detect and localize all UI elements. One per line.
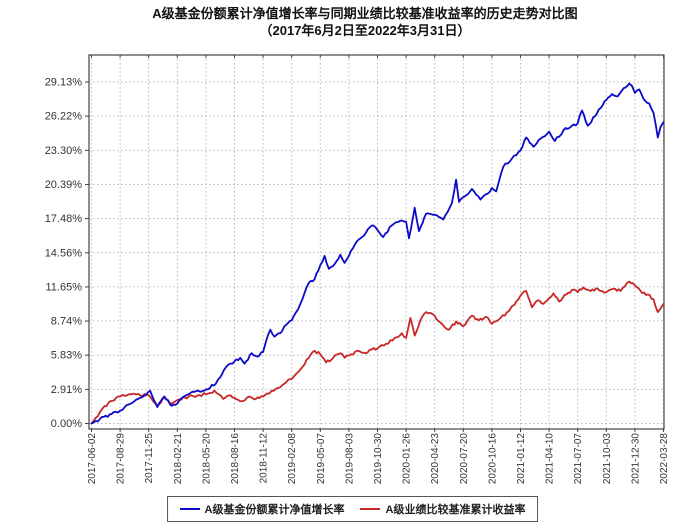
- y-axis-labels: 0.00% 2.91% 5.83% 8.74% 11.65% 14.56% 17.48% 20…: [45, 77, 83, 431]
- y-tick-label: 5.83%: [51, 350, 82, 362]
- x-tick-label: 2021-01-12: [516, 433, 527, 485]
- y-tick-label: 29.13%: [45, 77, 83, 89]
- x-tick-label: 2020-04-23: [430, 433, 441, 485]
- y-tick-label: 11.65%: [46, 281, 83, 293]
- chart-title: A级基金份额累计净值增长率与同期业绩比较基准收益率的历史走势对比图 （2017年…: [36, 6, 689, 40]
- y-tick-label: 20.39%: [45, 179, 83, 191]
- x-axis-labels: 2017-06-02 2017-08-29 2017-11-25 2018-02-21…: [87, 433, 670, 485]
- x-tick-label: 2022-03-28: [659, 433, 670, 485]
- plot-border: [88, 54, 665, 430]
- x-tick-label: 2021-12-30: [630, 433, 641, 485]
- y-tick-label: 17.48%: [45, 213, 83, 225]
- fund-line-swatch-icon: [179, 508, 200, 510]
- x-tick-label: 2019-10-30: [373, 433, 384, 485]
- legend-label-benchmark: A级业绩比较基准累计收益率: [385, 504, 526, 516]
- x-tick-label: 2021-07-07: [573, 433, 584, 485]
- x-tick-label: 2017-08-29: [116, 433, 127, 485]
- x-tick-label: 2018-08-16: [230, 433, 241, 485]
- series-line-fund: [90, 82, 665, 425]
- benchmark-line-swatch-icon: [360, 508, 381, 510]
- x-tick-label: 2019-02-08: [287, 433, 298, 485]
- chart-legend: A级基金份额累计净值增长率 A级业绩比较基准累计收益率: [166, 496, 539, 522]
- y-tick-label: 2.91%: [51, 384, 82, 396]
- legend-item-benchmark: A级业绩比较基准累计收益率: [360, 501, 526, 517]
- axis-ticks: [85, 55, 664, 432]
- x-tick-label: 2021-10-03: [602, 433, 613, 485]
- x-tick-label: 2017-06-02: [87, 433, 98, 485]
- grid-lines: [89, 55, 664, 429]
- y-tick-label: 14.56%: [45, 247, 83, 259]
- x-tick-label: 2018-11-12: [259, 433, 270, 484]
- y-tick-label: 8.74%: [51, 316, 82, 328]
- series-line-benchmark: [90, 280, 665, 425]
- chart-title-line1: A级基金份额累计净值增长率与同期业绩比较基准收益率的历史走势对比图: [152, 6, 578, 21]
- y-tick-label: 23.30%: [45, 145, 83, 157]
- x-tick-label: 2020-01-26: [402, 433, 413, 485]
- chart-title-line2: （2017年6月2日至2022年3月31日）: [259, 22, 471, 38]
- legend-item-fund: A级基金份额累计净值增长率: [179, 501, 345, 517]
- x-tick-label: 2020-10-16: [487, 433, 498, 485]
- x-tick-label: 2019-05-07: [316, 433, 327, 485]
- x-tick-label: 2018-05-20: [201, 433, 212, 485]
- legend-label-fund: A级基金份额累计净值增长率: [204, 504, 345, 516]
- x-tick-label: 2019-08-03: [344, 433, 355, 485]
- x-tick-label: 2017-11-25: [144, 433, 155, 484]
- x-tick-label: 2020-07-20: [459, 433, 470, 485]
- y-tick-label: 0.00%: [51, 418, 82, 430]
- x-tick-label: 2018-02-21: [173, 433, 184, 485]
- x-tick-label: 2021-04-10: [545, 433, 556, 485]
- y-tick-label: 26.22%: [45, 111, 83, 123]
